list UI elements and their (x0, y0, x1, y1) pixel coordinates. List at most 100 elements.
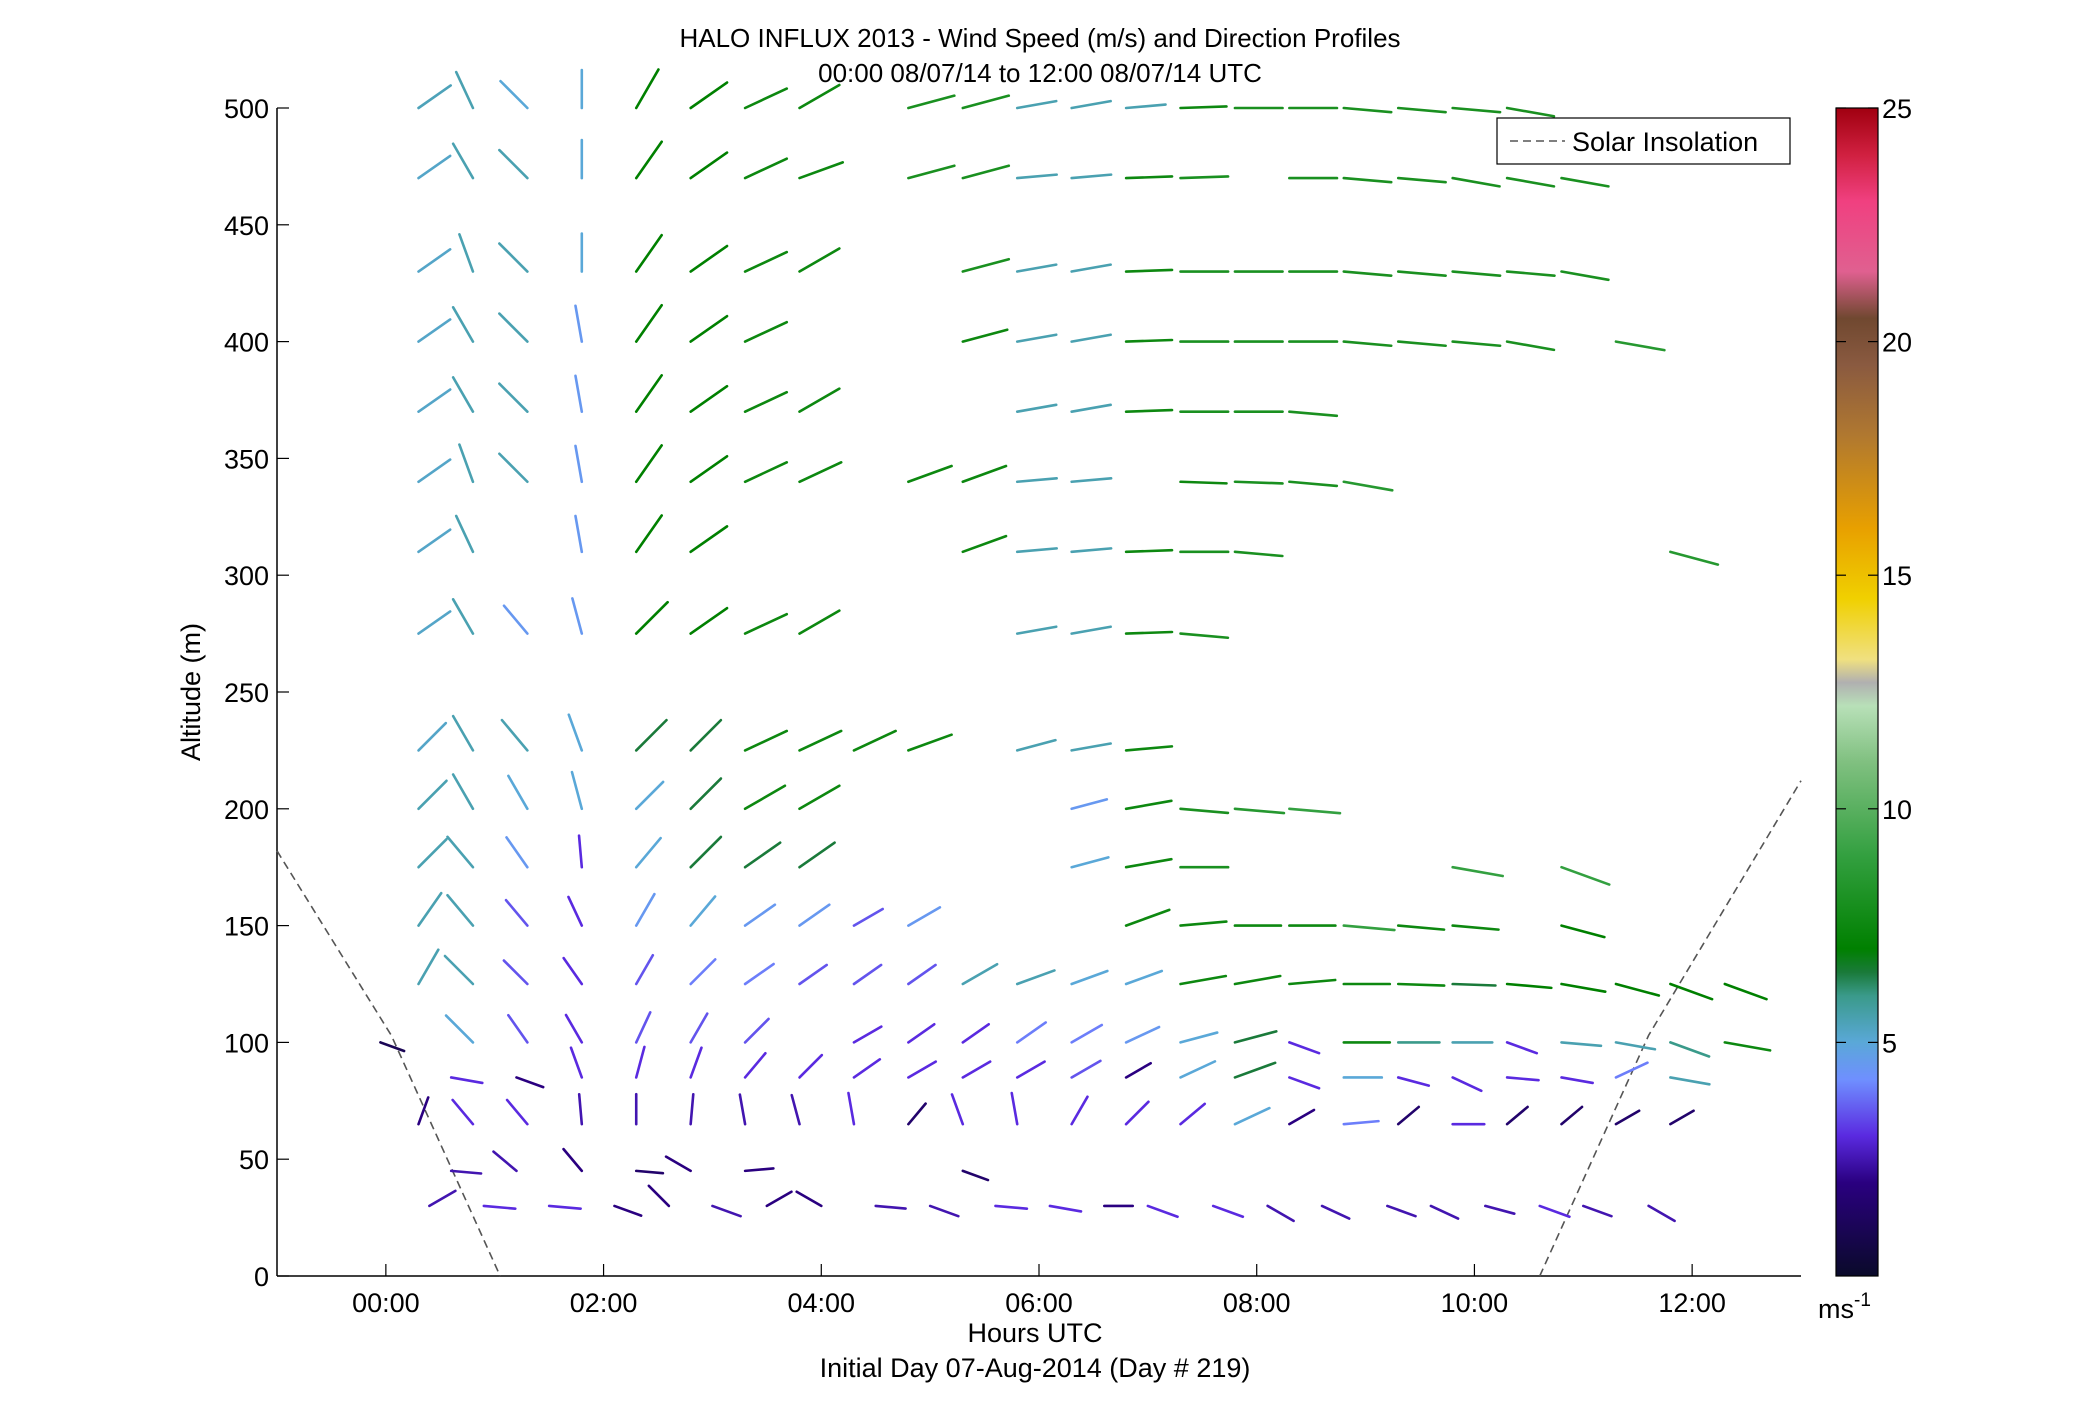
wind-vector (498, 382, 529, 413)
wind-vector (907, 1060, 938, 1079)
wind-vector (907, 1102, 927, 1126)
wind-vector (547, 1204, 582, 1210)
wind-vector (1342, 480, 1394, 492)
wind-vector (562, 1147, 584, 1173)
wind-vector (507, 1013, 529, 1044)
wind-vector (798, 903, 831, 927)
wind-vector (689, 151, 729, 180)
x-axis-label-secondary: Initial Day 07-Aug-2014 (Day # 219) (820, 1353, 1251, 1383)
wind-vector (689, 244, 729, 273)
wind-vector (1560, 924, 1606, 939)
wind-vector (454, 70, 475, 110)
wind-vector (515, 1076, 545, 1089)
wind-vector (446, 835, 475, 869)
wind-vector (689, 81, 729, 110)
wind-vector (1396, 340, 1447, 348)
wind-vector (1451, 1076, 1483, 1093)
wind-vector (798, 461, 843, 484)
wind-vector (1015, 1021, 1048, 1044)
wind-vector (1484, 1204, 1516, 1215)
wind-vector (505, 836, 529, 869)
wind-vector (1124, 908, 1171, 927)
wind-vector (634, 718, 668, 752)
wind-vector (743, 250, 789, 273)
wind-vector (451, 376, 475, 413)
wind-vector (1647, 1204, 1676, 1223)
wind-vector (1070, 969, 1109, 986)
wind-vector (634, 303, 663, 343)
legend-label: Solar Insolation (1572, 127, 1758, 157)
wind-vector (1179, 105, 1228, 110)
wind-vector (567, 895, 584, 927)
wind-vector (502, 959, 529, 986)
wind-vector (1581, 1204, 1613, 1218)
wind-vector (1560, 1105, 1584, 1126)
wind-vector (907, 963, 937, 986)
wind-vector (689, 384, 729, 413)
wind-vector (634, 600, 669, 635)
wind-vector (1070, 403, 1112, 413)
wind-vector (1396, 924, 1446, 931)
wind-vector (743, 157, 789, 180)
wind-vector (798, 1053, 824, 1079)
wind-vector (743, 962, 775, 986)
wind-vector (907, 1022, 936, 1044)
wind-vector (1179, 175, 1230, 180)
wind-vector (1070, 1095, 1089, 1126)
wind-vector (634, 953, 655, 986)
wind-vector (634, 780, 665, 811)
wind-vector (1233, 974, 1282, 986)
wind-vector (743, 1051, 767, 1079)
wind-vector (417, 891, 443, 927)
solar-insolation-line-right (1539, 780, 1802, 1277)
wind-vector (1124, 103, 1167, 110)
wind-vector (1015, 333, 1058, 343)
y-tick-label: 0 (254, 1262, 269, 1292)
wind-vector (417, 528, 452, 554)
wind-vector (798, 247, 841, 273)
y-tick-label: 100 (224, 1028, 269, 1058)
wind-vector (451, 714, 475, 752)
wind-vector (1124, 745, 1174, 752)
wind-vector (451, 1098, 475, 1126)
wind-vector (1070, 1059, 1102, 1079)
wind-vector (417, 948, 440, 986)
chart-title: HALO INFLUX 2013 - Wind Speed (m/s) and … (679, 23, 1400, 53)
x-axis-ticks: 00:00 02:00 04:00 06:00 08:00 10:00 12:00 (352, 1264, 1726, 1318)
wind-vector (570, 770, 584, 811)
wind-vector (1070, 263, 1112, 273)
y-tick-label: 250 (224, 678, 269, 708)
wind-vector (634, 374, 663, 413)
wind-vector (743, 320, 789, 343)
wind-vector (417, 458, 452, 484)
wind-vector (449, 1169, 483, 1175)
wind-vector (689, 454, 729, 484)
colorbar (1835, 107, 1879, 1277)
wind-vector (502, 604, 529, 635)
wind-vector (417, 84, 452, 110)
wind-vector (567, 713, 584, 752)
wind-vector (1669, 1076, 1711, 1086)
wind-vector (1179, 807, 1230, 815)
wind-vector (961, 328, 1009, 343)
wind-vector (454, 514, 475, 554)
wind-vector (798, 161, 845, 180)
wind-vector (1614, 1109, 1641, 1126)
wind-vector (689, 525, 729, 554)
wind-vector (1396, 176, 1447, 184)
wind-vector (1146, 1204, 1179, 1219)
wind-vector (743, 461, 789, 484)
wind-vector (1179, 1102, 1207, 1126)
wind-vector (1505, 106, 1556, 118)
x-tick-label: 12:00 (1658, 1288, 1726, 1318)
wind-vector (928, 1204, 960, 1218)
wind-vector (907, 464, 953, 484)
wind-vector (500, 718, 529, 752)
wind-vector (852, 1058, 882, 1079)
wind-vector (634, 892, 656, 927)
wind-vector (1233, 1061, 1277, 1079)
colorbar-gradient (1835, 107, 1879, 1277)
wind-vector (743, 612, 789, 635)
wind-vector (1015, 99, 1058, 110)
